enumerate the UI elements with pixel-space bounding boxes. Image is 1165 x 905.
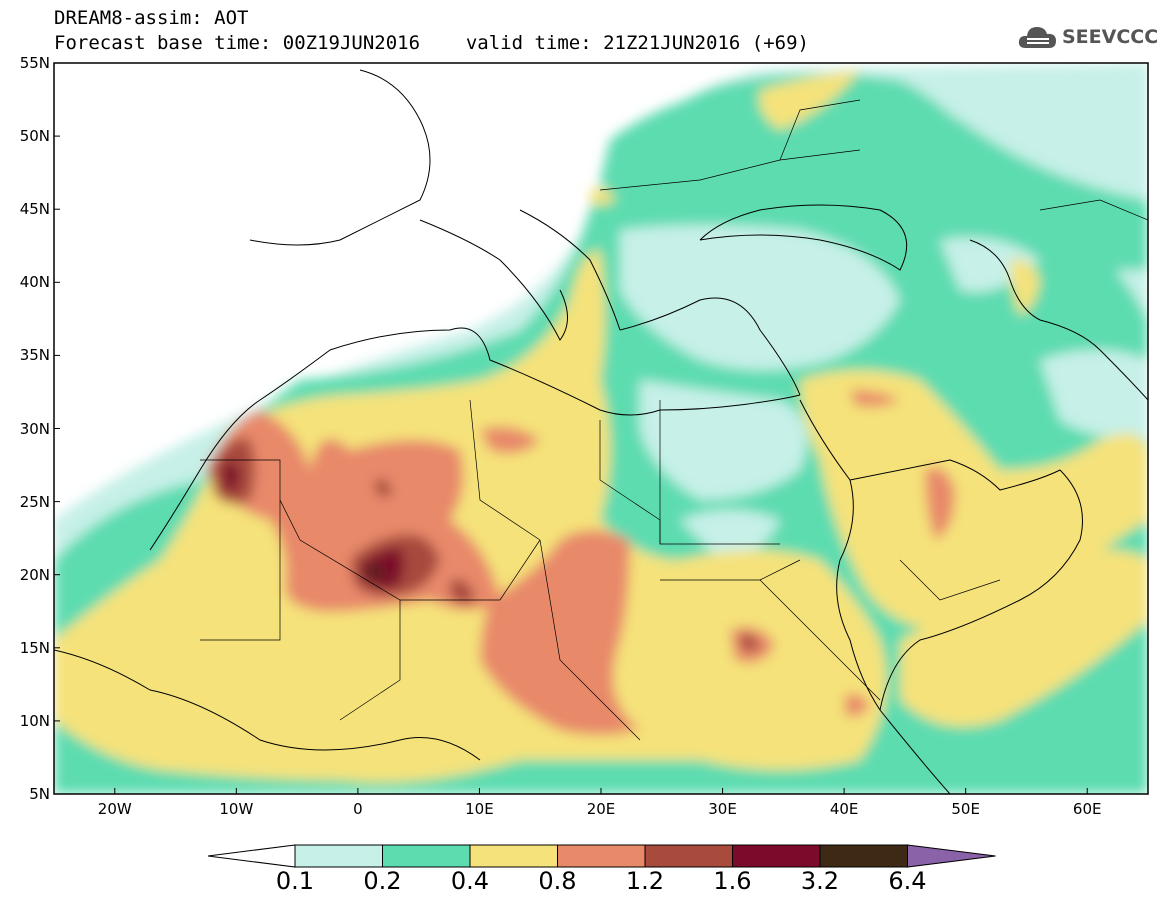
colorbar-label: 0.4 [450,867,490,895]
colorbar-segment [732,844,821,868]
lat-label: 45N [19,200,50,219]
colorbar-min-arrow [207,844,296,868]
lat-label: 35N [19,346,50,365]
lon-label: 40E [829,800,859,818]
lat-label: 30N [19,419,50,438]
aot-field [54,63,1148,794]
colorbar-segment [644,844,733,868]
cloud-icon [1018,27,1056,48]
colorbar-label: 0.1 [275,867,315,895]
lat-label: 10N [19,711,50,730]
colorbar-max-arrow [907,844,996,868]
lat-label: 5N [29,785,50,803]
colorbar-segment [294,844,383,868]
colorbar-label: 1.2 [625,867,665,895]
aot-level-1-6 [222,461,404,589]
lat-label: 15N [19,638,50,657]
aot-level-3-2 [368,565,384,577]
lon-label: 10E [465,800,494,818]
colorbar-label: 0.2 [363,867,402,895]
product-title: DREAM8-assim: AOT [54,7,249,29]
colorbar-label: 0.8 [538,867,577,895]
colorbar-segment [557,844,646,868]
map-header: DREAM8-assim: AOT Forecast base time: 00… [54,6,809,56]
lat-label: 25N [19,492,50,511]
colorbar-label: 6.4 [888,867,927,895]
lon-label: 50E [951,800,980,818]
seevccc-logo: SEEVCCC [1018,24,1158,50]
lon-label: 20W [97,800,132,818]
lon-label: 0 [353,800,363,818]
lat-label: 50N [19,127,50,146]
colorbar-segment [819,844,908,868]
lon-label: 20E [586,800,616,818]
base-time: Forecast base time: 00Z19JUN2016 [54,32,421,54]
colorbar-label: 3.2 [800,867,840,895]
colorbar-segment [382,844,471,868]
lon-label: 10W [219,800,254,818]
colorbar [207,844,996,868]
lat-label: 20N [19,565,50,584]
colorbar-segment [469,844,558,868]
aot-level-0-4 [54,70,1148,783]
lat-label: 55N [19,54,50,72]
coastlines [54,69,1148,794]
valid-time: valid time: 21Z21JUN2016 (+69) [465,32,809,54]
colorbar-label: 1.6 [713,867,752,895]
lat-label: 40N [19,273,50,292]
time-line: Forecast base time: 00Z19JUN2016 valid t… [54,31,809,56]
country-borders [200,99,1148,741]
logo-text: SEEVCCC [1062,26,1159,48]
lon-label: 60E [1072,800,1102,818]
lon-label: 30E [708,800,737,818]
